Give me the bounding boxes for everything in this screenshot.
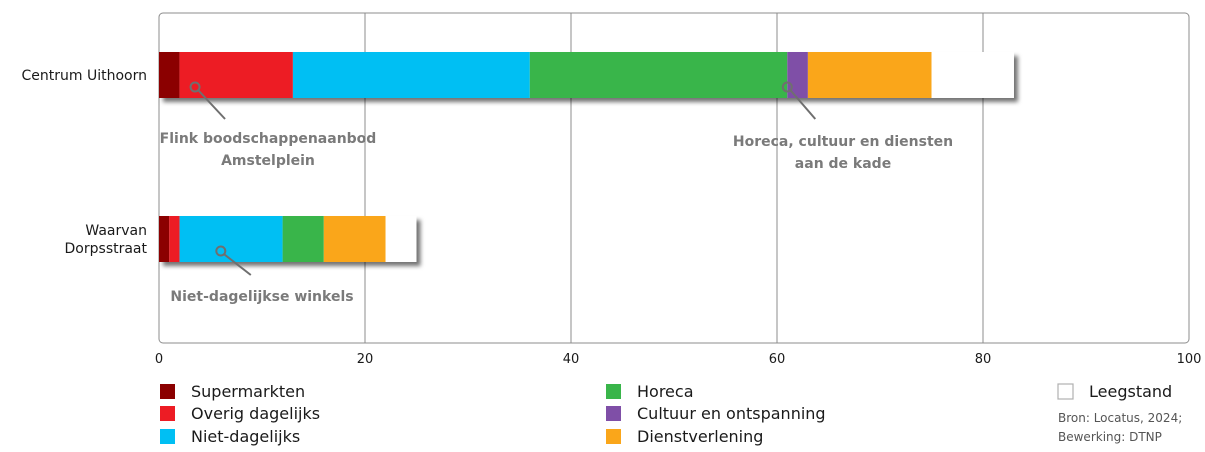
annotation-label: Flink boodschappenaanbod Amstelplein (160, 131, 377, 169)
legend-label: Leegstand (1089, 382, 1172, 401)
x-tick-label: 80 (975, 352, 992, 367)
bar-segment (385, 216, 417, 262)
annotation-label: Horeca, cultuur en diensten aan de kade (733, 134, 953, 172)
legend-swatch (606, 429, 621, 444)
source-line-2: Bewerking: DTNP (1058, 430, 1162, 444)
legend-label: Overig dagelijks (191, 404, 320, 423)
annotation-layer: Flink boodschappenaanbod Amstelplein Horec… (160, 81, 953, 305)
category-label: Centrum Uithoorn (22, 68, 147, 84)
x-tick-label: 0 (155, 352, 163, 367)
legend-label: Dienstverlening (637, 427, 763, 446)
source-line-1: Bron: Locatus, 2024; (1058, 411, 1182, 425)
legend-label: Horeca (637, 382, 694, 401)
plot-frame (158, 12, 1190, 344)
annotation-label: Niet-dagelijkse winkels (170, 289, 353, 305)
annotation-marker (189, 81, 201, 93)
bar-segment (179, 216, 283, 262)
legend: Supermarkten Overig dagelijks Niet-dagelij… (160, 382, 1172, 446)
legend-label: Niet-dagelijks (191, 427, 300, 446)
legend-swatch (160, 406, 175, 421)
legend-label: Supermarkten (191, 382, 305, 401)
annotation-marker (781, 81, 793, 93)
source-note: Bron: Locatus, 2024; Bewerking: DTNP (1058, 411, 1182, 444)
x-tick-label: 40 (563, 352, 580, 367)
annotation-leader (223, 253, 252, 276)
legend-swatch (606, 384, 621, 399)
legend-swatch (160, 384, 175, 399)
legend-swatch (160, 429, 175, 444)
annotation-marker (215, 245, 227, 257)
x-tick-label: 100 (1177, 352, 1202, 367)
legend-swatch (606, 406, 621, 421)
bar-segment (529, 52, 788, 98)
x-tick-label: 20 (357, 352, 374, 367)
bar-segment (292, 52, 530, 98)
annotation-leader (789, 89, 817, 120)
legend-label: Cultuur en ontspanning (637, 404, 826, 423)
label-layer: Centrum Uithoorn Waarvan Dorpsstraat (22, 68, 148, 257)
bar-segment (159, 52, 180, 98)
annotation-leader (197, 89, 226, 120)
category-label: Waarvan Dorpsstraat (65, 223, 148, 257)
x-tick-label: 60 (769, 352, 786, 367)
bar-segment (323, 216, 386, 262)
bar-segment (159, 216, 170, 262)
bar-segment (282, 216, 324, 262)
bar-segment (807, 52, 932, 98)
legend-swatch (1057, 383, 1074, 400)
bar-layer (159, 52, 1014, 262)
bar-segment (169, 216, 180, 262)
bar-segment (931, 52, 1014, 98)
